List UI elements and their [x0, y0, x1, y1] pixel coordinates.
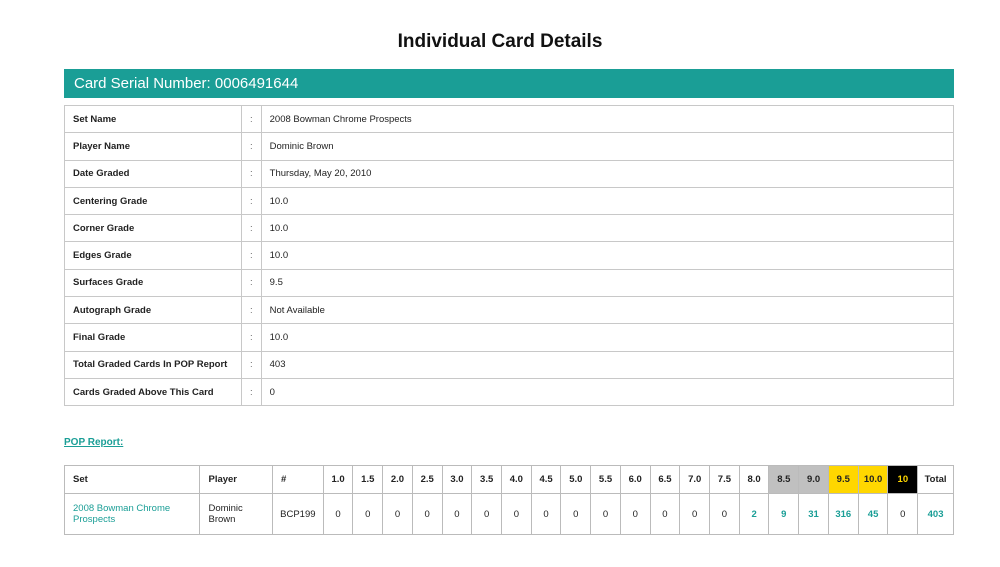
column-header: 8.0 — [738, 465, 770, 494]
separator: : — [241, 104, 262, 134]
card-number-cell: BCP199 — [271, 493, 324, 535]
separator: : — [241, 159, 262, 188]
detail-value: Thursday, May 20, 2010 — [260, 159, 955, 188]
detail-row: Cards Graded Above This Card:0 — [64, 377, 955, 407]
column-header: 10 — [887, 465, 919, 494]
pop-report-link[interactable]: POP Report: — [64, 437, 124, 448]
detail-value: 0 — [260, 377, 955, 407]
separator: : — [241, 241, 262, 270]
set-link[interactable]: 2008 Bowman Chrome Prospects — [63, 493, 201, 535]
column-header: 7.5 — [709, 465, 740, 494]
detail-label: Surfaces Grade — [64, 268, 242, 298]
detail-value: 10.0 — [260, 186, 955, 216]
column-header: 1.5 — [352, 465, 384, 494]
detail-row: Date Graded: Thursday, May 20, 2010 — [64, 159, 955, 188]
detail-row: Edges Grade:10.0 — [64, 241, 955, 270]
separator: : — [241, 214, 262, 243]
grade-count-cell: 0 — [382, 493, 413, 535]
column-header: # — [271, 465, 324, 494]
detail-row: Total Graded Cards In POP Report:403 — [64, 350, 955, 379]
grade-count-cell[interactable]: 316 — [827, 493, 859, 535]
detail-row: Surfaces Grade:9.5 — [64, 268, 955, 298]
column-header: Total — [917, 465, 954, 494]
grade-count-cell: 0 — [709, 493, 740, 535]
column-header: 9.5 — [827, 465, 859, 494]
grade-count-cell: 0 — [501, 493, 532, 535]
detail-row: Player Name: Dominic Brown — [64, 132, 955, 161]
detail-label: Set Name — [64, 104, 242, 134]
detail-row: Set Name:2008 Bowman Chrome Prospects — [64, 104, 955, 134]
column-header: 8.5 — [768, 465, 800, 494]
column-header: 2.0 — [382, 465, 413, 494]
detail-label: Date Graded — [64, 159, 242, 188]
column-header: 5.5 — [590, 465, 621, 494]
grade-count-cell: 0 — [530, 493, 562, 535]
card-details-table: Set Name:2008 Bowman Chrome Prospects Pla… — [64, 104, 955, 407]
column-header: 4.0 — [501, 465, 532, 494]
separator: : — [241, 323, 262, 352]
column-header: 6.5 — [649, 465, 681, 494]
detail-value: 10.0 — [260, 214, 955, 243]
detail-row: Autograph Grade: Not Available — [64, 296, 955, 325]
detail-label: Total Graded Cards In POP Report — [64, 350, 242, 379]
grade-count-cell: 0 — [352, 493, 384, 535]
column-header: 3.5 — [471, 465, 502, 494]
detail-value: 10.0 — [260, 241, 955, 270]
grade-count-cell: 0 — [441, 493, 473, 535]
grade-count-cell: 0 — [679, 493, 711, 535]
detail-label: Centering Grade — [64, 186, 242, 216]
grade-count-cell[interactable]: 45 — [857, 493, 889, 535]
grade-count-cell: 0 — [471, 493, 502, 535]
detail-label: Corner Grade — [64, 214, 242, 243]
grade-count-cell: 0 — [649, 493, 681, 535]
detail-value: 10.0 — [260, 323, 955, 352]
grade-count-cell: 0 — [887, 493, 919, 535]
detail-value: 2008 Bowman Chrome Prospects — [260, 104, 955, 134]
detail-row: Corner Grade:10.0 — [64, 214, 955, 243]
detail-value: Not Available — [260, 296, 955, 325]
separator: : — [241, 350, 262, 379]
column-header: 9.0 — [798, 465, 829, 494]
column-header: 3.0 — [441, 465, 473, 494]
detail-label: Edges Grade — [64, 241, 242, 270]
detail-value: Dominic Brown — [260, 132, 955, 161]
column-header: 6.0 — [619, 465, 651, 494]
separator: : — [241, 377, 262, 407]
grade-count-cell[interactable]: 31 — [798, 493, 829, 535]
column-header: 7.0 — [679, 465, 711, 494]
total-count-cell[interactable]: 403 — [917, 493, 954, 535]
grade-count-cell: 0 — [411, 493, 443, 535]
column-header: 2.5 — [411, 465, 443, 494]
separator: : — [241, 186, 262, 216]
detail-value: 403 — [260, 350, 955, 379]
page-title: Individual Card Details — [397, 31, 603, 52]
player-cell: Dominic Brown — [199, 493, 273, 535]
serial-number-header: Card Serial Number: 0006491644 — [64, 69, 954, 98]
separator: : — [241, 268, 262, 298]
grade-count-cell: 0 — [619, 493, 651, 535]
grade-count-cell: 0 — [590, 493, 621, 535]
detail-label: Cards Graded Above This Card — [64, 377, 242, 407]
separator: : — [241, 296, 262, 325]
column-header: Set — [63, 465, 201, 494]
grade-count-cell[interactable]: 2 — [738, 493, 770, 535]
detail-row: Centering Grade:10.0 — [64, 186, 955, 216]
column-header: 10.0 — [857, 465, 889, 494]
grade-count-cell: 0 — [560, 493, 592, 535]
column-header: 4.5 — [530, 465, 562, 494]
separator: : — [241, 132, 262, 161]
column-header: 5.0 — [560, 465, 592, 494]
column-header: 1.0 — [322, 465, 354, 494]
table-row: 2008 Bowman Chrome Prospects Dominic Brow… — [63, 493, 954, 535]
pop-report-table: Set Player #1.0 1.5 2.0 2.5 3.0 3.5 4.0 4.5 5.0 5.5… — [63, 465, 954, 535]
column-header: Player — [199, 465, 273, 494]
detail-row: Final Grade:10.0 — [64, 323, 955, 352]
grade-count-cell[interactable]: 9 — [768, 493, 800, 535]
grade-count-cell: 0 — [322, 493, 354, 535]
detail-label: Player Name — [64, 132, 242, 161]
detail-label: Autograph Grade — [64, 296, 242, 325]
detail-value: 9.5 — [260, 268, 955, 298]
detail-label: Final Grade — [64, 323, 242, 352]
